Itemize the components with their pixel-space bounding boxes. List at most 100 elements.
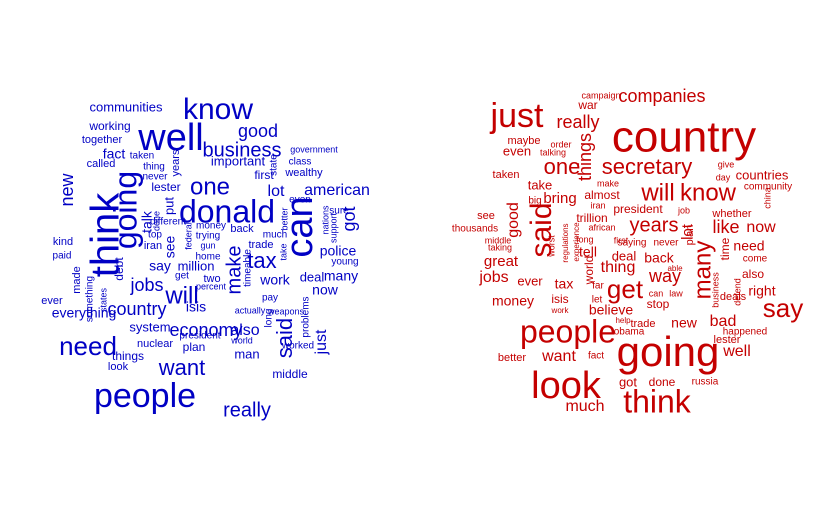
cloud-word: deals <box>720 291 747 303</box>
cloud-word: one <box>544 154 581 179</box>
cloud-word: done <box>151 211 161 231</box>
cloud-word: got <box>339 206 359 231</box>
cloud-word: worst <box>546 235 556 258</box>
cloud-word: trade <box>248 239 273 251</box>
cloud-word: first <box>614 235 629 245</box>
cloud-word: bad <box>710 313 737 330</box>
cloud-word: also <box>742 267 764 281</box>
cloud-word: man <box>234 346 259 361</box>
cloud-word: work <box>259 272 291 288</box>
cloud-word: important <box>211 153 266 168</box>
cloud-word: war <box>577 98 597 112</box>
cloud-word: happened <box>723 327 768 338</box>
cloud-word: sure <box>329 206 349 217</box>
cloud-word: kind <box>53 236 73 248</box>
cloud-word: talking <box>540 147 566 157</box>
cloud-word: russia <box>692 377 719 388</box>
cloud-word: much <box>565 398 604 415</box>
cloud-word: let <box>592 295 603 306</box>
cloud-word: nuclear <box>137 338 173 350</box>
cloud-word: never <box>653 238 679 249</box>
cloud-word: defend <box>732 278 742 306</box>
cloud-word: one <box>190 173 230 200</box>
cloud-word: middle <box>272 367 308 381</box>
cloud-word: trade <box>630 318 655 330</box>
cloud-word: ever <box>517 273 543 288</box>
cloud-word: give <box>718 159 735 169</box>
cloud-word: taking <box>488 242 512 252</box>
cloud-word: will <box>164 282 198 309</box>
cloud-word: like <box>712 217 739 237</box>
cloud-word: iran <box>144 240 162 252</box>
cloud-word: years <box>170 149 182 176</box>
cloud-word: campaign <box>581 90 620 100</box>
cloud-word: gun <box>200 240 215 250</box>
cloud-word: police <box>320 243 357 259</box>
cloud-word: thing <box>143 162 165 173</box>
cloud-word: money <box>196 221 226 232</box>
cloud-word: different <box>150 217 186 228</box>
cloud-word: done <box>649 375 676 389</box>
cloud-word: donald <box>179 193 275 229</box>
cloud-word: jobs <box>129 275 163 295</box>
cloud-word: plan <box>684 225 696 246</box>
cloud-word: get <box>607 274 644 304</box>
cloud-word: top <box>148 230 162 241</box>
cloud-word: economy <box>169 320 242 340</box>
cloud-word: called <box>87 158 116 170</box>
cloud-word: also <box>230 322 259 339</box>
cloud-word: worked <box>281 341 314 352</box>
cloud-word: want <box>158 355 205 380</box>
cloud-word: tell <box>579 244 597 260</box>
cloud-word: isis <box>551 292 568 306</box>
cloud-word: now <box>312 282 339 298</box>
cloud-word: much <box>263 230 287 241</box>
cloud-word: talk <box>139 210 155 233</box>
cloud-word: can <box>649 288 664 298</box>
cloud-word: day <box>716 172 731 182</box>
cloud-word: first <box>254 168 274 182</box>
cloud-word: african <box>588 222 615 232</box>
cloud-word: whether <box>711 208 751 220</box>
cloud-word: fact <box>103 146 126 162</box>
cloud-word: countries <box>736 167 789 182</box>
cloud-word: lot <box>268 183 285 200</box>
cloud-word: say <box>763 293 803 323</box>
cloud-word: together <box>82 134 123 146</box>
cloud-word: know <box>183 93 253 126</box>
cloud-word: just <box>490 97 544 135</box>
cloud-word: ever <box>41 295 63 307</box>
cloud-word: million <box>178 258 215 273</box>
cloud-word: far <box>592 281 604 292</box>
cloud-word: communities <box>90 99 163 114</box>
cloud-word: timeable <box>243 249 254 287</box>
cloud-word: regulations <box>561 223 570 262</box>
cloud-word: now <box>746 219 776 236</box>
cloud-word: taken <box>493 169 520 181</box>
cloud-word: home <box>195 252 220 263</box>
cloud-word: new <box>57 172 77 206</box>
cloud-word: state <box>269 154 280 176</box>
cloud-word: said <box>272 318 297 358</box>
cloud-word: thing <box>601 259 636 276</box>
cloud-word: system <box>129 319 170 334</box>
cloud-word: iran <box>590 200 605 210</box>
cloud-word: wealthy <box>284 167 323 179</box>
cloud-word: time <box>718 237 732 260</box>
cloud-word: see <box>477 210 495 222</box>
cloud-word: never <box>142 172 168 183</box>
cloud-word: better <box>279 207 289 230</box>
cloud-word: actually <box>235 305 266 315</box>
cloud-word: work <box>551 306 570 315</box>
cloud-word: good <box>505 202 522 238</box>
cloud-word: many <box>324 268 358 284</box>
cloud-word: country <box>612 113 756 162</box>
cloud-word: community <box>744 182 792 193</box>
cloud-word: business <box>203 139 282 161</box>
cloud-word: just <box>313 329 330 355</box>
cloud-word: things <box>575 133 595 181</box>
cloud-word: job <box>677 205 690 215</box>
cloud-word: lester <box>714 334 741 346</box>
cloud-word: deal <box>300 269 325 284</box>
cloud-word: can <box>279 196 321 257</box>
